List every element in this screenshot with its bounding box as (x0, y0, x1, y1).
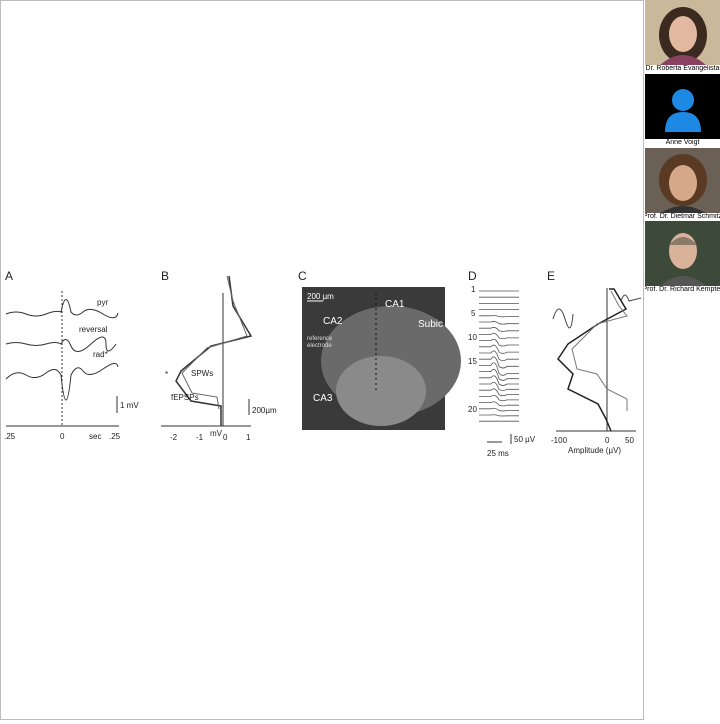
image-label: CA1 (385, 299, 405, 310)
participant-tile[interactable]: Dr. Roberta Evangelista (645, 0, 720, 73)
participant-name: Dr. Roberta Evangelista (645, 65, 720, 73)
participant-name: Prof. Dr. Dietmar Schmitz (645, 213, 720, 221)
axis-label: sec (89, 432, 101, 441)
axis-label: 0 (223, 433, 228, 442)
participant-tile[interactable]: Prof. Dr. Dietmar Schmitz (645, 148, 720, 221)
label: Prof. Dr. Dietmar Schmitz (645, 213, 720, 220)
row-label: 1 (471, 285, 476, 294)
row-label: 10 (468, 333, 477, 342)
participant-name: Prof. Dr. Richard Kempter (645, 286, 720, 294)
axis-label: 0 (605, 436, 610, 445)
scale-label: 25 ms (487, 449, 509, 458)
image-label: electrode (307, 343, 332, 349)
axis-label: -100 (551, 436, 568, 445)
participant-tile[interactable]: Prof. Dr. Richard Kempter (645, 221, 720, 294)
marker: * (165, 370, 168, 379)
trace-label: reversal (79, 325, 108, 334)
trace-label: pyr (97, 298, 108, 307)
image-label: CA2 (323, 316, 343, 327)
axis-label: mV (210, 429, 223, 438)
image-label: reference (307, 336, 333, 342)
scale-label: 1 mV (120, 401, 139, 410)
axis-label: 0 (60, 432, 65, 441)
axis-label: .25 (109, 432, 121, 441)
row-label: 15 (468, 357, 477, 366)
scale-label: 50 µV (514, 435, 536, 444)
panel-label: D (468, 269, 477, 283)
row-label: 20 (468, 405, 477, 414)
axis-label: -1 (196, 433, 204, 442)
axis-label: .25 (4, 432, 16, 441)
participant-name: Anne Voigt (645, 139, 720, 147)
image-label: CA3 (313, 393, 333, 404)
slide-figure: A pyr reversal rad* 1 mV .25 0 sec .25 B… (4, 269, 642, 458)
shared-slide: A pyr reversal rad* 1 mV .25 0 sec .25 B… (0, 0, 644, 720)
scale-label: 200µm (252, 406, 277, 415)
panel-label: A (5, 269, 13, 283)
image-label: 200 µm (307, 292, 334, 301)
panel-label: E (547, 269, 555, 283)
axis-label: 1 (246, 433, 251, 442)
participant-tile[interactable]: Anne Voigt (645, 74, 720, 147)
axis-label: -2 (170, 433, 178, 442)
image-label: Subic (418, 319, 443, 330)
axis-label: 50 (625, 436, 634, 445)
label: Anne Voigt (665, 139, 700, 146)
trace-label: rad* (93, 350, 108, 359)
label: Prof. Dr. Richard Kempter (645, 286, 720, 293)
axis-title: Amplitude (µV) (568, 446, 621, 455)
trace-label: SPWs (191, 369, 213, 378)
panel-label: C (298, 269, 307, 283)
trace-label: fEPSPs (171, 393, 199, 402)
label: Dr. Roberta Evangelista (645, 65, 720, 72)
panel-label: B (161, 269, 169, 283)
row-label: 5 (471, 309, 476, 318)
participant-list: Dr. Roberta Evangelista Anne Voigt Prof.… (645, 0, 720, 300)
